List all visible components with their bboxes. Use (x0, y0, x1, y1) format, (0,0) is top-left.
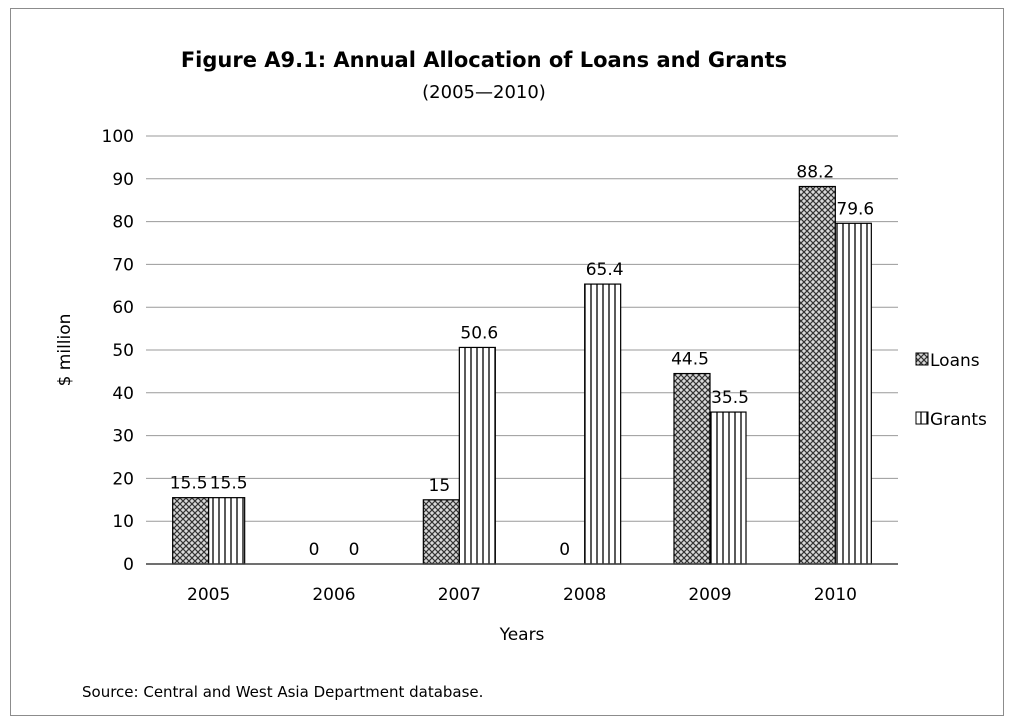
bar-grants-2010 (834, 222, 872, 565)
x-tick-label: 2005 (187, 585, 230, 605)
data-label-loans-2009: 44.5 (671, 350, 709, 370)
data-label-loans-2005: 15.5 (170, 474, 208, 494)
y-axis-title: $ million (55, 314, 75, 387)
bar-grants-2009 (709, 411, 747, 565)
legend-swatch-grants (915, 411, 929, 425)
data-label-loans-2008: 0 (559, 540, 570, 560)
x-tick-label: 2010 (814, 585, 857, 605)
bars (172, 185, 872, 565)
bar-loans-2009 (673, 372, 711, 565)
x-axis-ticks: 2005 2006 2007 2008 2009 2010 (187, 585, 857, 605)
y-tick-label: 40 (112, 384, 134, 404)
y-tick-label: 80 (112, 213, 134, 233)
source-note: Source: Central and West Asia Department… (82, 683, 483, 701)
x-axis-title: Years (499, 625, 545, 645)
y-tick-label: 50 (112, 341, 134, 361)
data-label-grants-2007: 50.6 (460, 323, 498, 343)
y-tick-label: 70 (112, 255, 134, 275)
data-label-loans-2010: 88.2 (796, 163, 834, 183)
data-label-grants-2008: 65.4 (586, 260, 624, 280)
x-tick-label: 2006 (312, 585, 355, 605)
legend-label-grants: Grants (930, 410, 987, 430)
bar-grants-2007 (458, 346, 496, 565)
legend-swatch-loans (915, 352, 929, 366)
data-label-grants-2009: 35.5 (711, 388, 749, 408)
bar-loans-2010 (798, 185, 836, 565)
bar-grants-2008 (584, 283, 622, 565)
data-labels: 15.5 15.5 0 0 15 50.6 0 65.4 44.535.5 88.279.6 (170, 163, 875, 560)
y-tick-label: 20 (112, 469, 134, 489)
x-tick-label: 2007 (438, 585, 481, 605)
chart-title: Figure A9.1: Annual Allocation of Loans … (181, 48, 787, 72)
y-tick-label: 10 (112, 512, 134, 532)
data-label-grants-2005: 15.5 (210, 474, 248, 494)
bar-grants-2005 (208, 497, 246, 565)
data-label-grants-2006: 0 (349, 540, 360, 560)
chart-frame (10, 8, 1004, 716)
bar-loans-2005 (172, 497, 210, 565)
legend: Loans Grants (915, 351, 987, 430)
y-tick-label: 0 (123, 555, 134, 575)
y-tick-label: 60 (112, 298, 134, 318)
legend-label-loans: Loans (930, 351, 980, 371)
data-label-loans-2007: 15 (429, 476, 451, 496)
chart-subtitle: (2005—2010) (422, 82, 546, 103)
bar-loans-2007 (422, 499, 460, 565)
y-tick-label: 30 (112, 427, 134, 447)
x-tick-label: 2008 (563, 585, 606, 605)
gridlines (146, 135, 898, 522)
data-label-grants-2010: 79.6 (836, 199, 874, 219)
y-axis-ticks: 0 10 20 30 40 50 60 70 80 90 100 (102, 127, 134, 575)
data-label-loans-2006: 0 (309, 540, 320, 560)
x-tick-label: 2009 (688, 585, 731, 605)
y-tick-label: 90 (112, 170, 134, 190)
y-tick-label: 100 (102, 127, 134, 147)
